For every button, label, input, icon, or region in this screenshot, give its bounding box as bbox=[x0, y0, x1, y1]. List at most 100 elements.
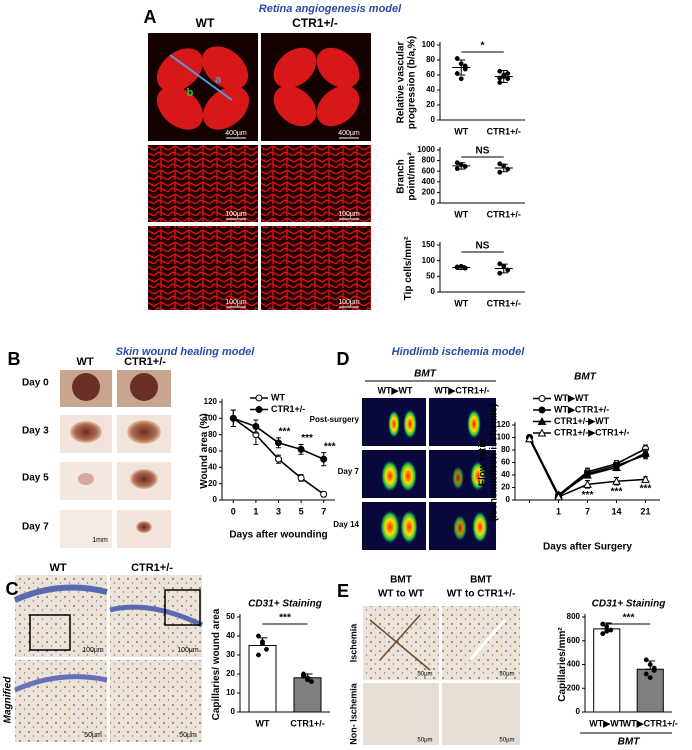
y-tick-label: 1000 bbox=[417, 145, 435, 154]
annotation: *** bbox=[301, 433, 313, 444]
annotation: *** bbox=[324, 441, 336, 452]
y-tick-label: 60 bbox=[501, 458, 510, 467]
wound-images bbox=[60, 370, 171, 548]
data-point bbox=[505, 267, 511, 273]
data-point bbox=[497, 68, 503, 74]
data-point bbox=[501, 263, 507, 269]
y-tick-label: 40 bbox=[426, 85, 435, 94]
row-label: Day 3 bbox=[22, 426, 49, 437]
data-point bbox=[600, 631, 606, 637]
data-point bbox=[501, 74, 507, 79]
legend-label: CTR1+/-▶WT bbox=[554, 416, 610, 426]
data-point bbox=[305, 677, 310, 683]
arrow-label: b bbox=[187, 87, 194, 99]
legend-marker bbox=[255, 394, 263, 402]
legend-marker bbox=[255, 406, 263, 413]
legend-label: CTR1+/- bbox=[271, 404, 305, 414]
arrow-label: a bbox=[215, 74, 222, 86]
y-tick-label: 60 bbox=[208, 446, 217, 455]
annotation: *** bbox=[582, 490, 594, 501]
marker bbox=[641, 474, 650, 483]
row-label: Non- Ischemia bbox=[348, 682, 358, 745]
row-label: Ischemia bbox=[348, 623, 358, 663]
x-tick-label: 7 bbox=[321, 506, 326, 516]
row-label: Day 7 bbox=[338, 467, 360, 476]
y-tick-label: 20 bbox=[501, 483, 510, 492]
column-label: CTR1+/- bbox=[124, 356, 166, 368]
column-label: WT bbox=[196, 16, 215, 30]
x-tick-label: 1 bbox=[253, 506, 258, 516]
data-point bbox=[497, 261, 503, 267]
retina-image bbox=[261, 145, 371, 222]
data-point bbox=[604, 624, 610, 629]
x-tick-label: CTR1+/- bbox=[290, 718, 324, 728]
marker bbox=[275, 439, 282, 447]
marker bbox=[229, 414, 237, 422]
y-tick-label: 80 bbox=[208, 430, 217, 439]
row-label: Day 14 bbox=[333, 520, 359, 529]
x-tick-label: WT▶WT bbox=[589, 718, 624, 728]
data-point bbox=[505, 71, 511, 76]
y-tick-label: 0 bbox=[431, 198, 436, 207]
x-tick-label: 0 bbox=[231, 506, 236, 516]
y-tick-label: 40 bbox=[501, 470, 510, 479]
y-tick-label: 20 bbox=[226, 669, 235, 678]
x-axis-label: Days after Surgery bbox=[543, 542, 632, 553]
data-point bbox=[505, 76, 511, 82]
bar bbox=[248, 645, 277, 713]
legend-label: WT bbox=[271, 392, 285, 402]
legend-marker bbox=[537, 416, 547, 425]
scale-bar-label: 100µm bbox=[225, 211, 247, 218]
scale-bar-label: 50µm bbox=[417, 672, 432, 678]
y-tick-label: 80 bbox=[501, 445, 510, 454]
y-tick-label: 600 bbox=[567, 636, 581, 645]
doppler-images bbox=[362, 398, 496, 550]
scale-bar-label: 100µm bbox=[338, 211, 360, 218]
panel-letter: C bbox=[6, 579, 19, 599]
column-label: WT bbox=[76, 356, 93, 368]
y-tick-label: 200 bbox=[567, 683, 581, 692]
marker bbox=[612, 476, 621, 485]
annotation: *** bbox=[279, 427, 291, 438]
staining-images bbox=[363, 606, 520, 745]
y-tick-label: 0 bbox=[213, 495, 218, 504]
data-point bbox=[497, 80, 503, 85]
data-point bbox=[301, 673, 306, 679]
y-tick-label: 40 bbox=[208, 462, 217, 471]
annotation: *** bbox=[640, 484, 652, 495]
x-tick-label: CTR1+/- bbox=[487, 298, 521, 308]
x-tick-label: WT bbox=[454, 298, 468, 308]
y-tick-label: 120 bbox=[497, 420, 511, 429]
significance-label: * bbox=[481, 41, 485, 52]
y-tick-label: 60 bbox=[426, 70, 435, 79]
x-tick-label: 1 bbox=[556, 506, 561, 516]
x-tick-label: 14 bbox=[611, 506, 621, 516]
data-point bbox=[260, 641, 265, 647]
y-tick-label: 600 bbox=[422, 166, 436, 175]
x-tick-label: WT bbox=[454, 209, 468, 219]
y-axis-label: Capillaries/ wound area bbox=[211, 608, 222, 720]
scale-bar-label: 100µm bbox=[177, 647, 199, 654]
annotation: *** bbox=[611, 487, 623, 498]
data-point bbox=[458, 263, 464, 269]
y-tick-label: 0 bbox=[431, 287, 436, 296]
marker bbox=[612, 462, 621, 471]
y-tick-label: 30 bbox=[226, 650, 235, 659]
column-label: WT to WT bbox=[378, 589, 424, 600]
data-point bbox=[458, 76, 464, 82]
scale-bar-label: 100µm bbox=[82, 647, 104, 654]
y-tick-label: 100 bbox=[204, 413, 218, 422]
legend-marker bbox=[538, 395, 546, 402]
data-point bbox=[454, 71, 460, 76]
data-point bbox=[505, 166, 511, 172]
column-label: CTR1+/- bbox=[292, 16, 338, 30]
data-point bbox=[454, 160, 460, 166]
row-label: Day 0 bbox=[22, 378, 49, 389]
marker bbox=[583, 470, 592, 479]
data-point bbox=[604, 628, 610, 634]
scale-bar-label: 50µm bbox=[417, 738, 432, 744]
data-point bbox=[647, 662, 653, 667]
legend-label: WT▶WT bbox=[554, 393, 589, 403]
column-label: BMT bbox=[390, 575, 412, 586]
